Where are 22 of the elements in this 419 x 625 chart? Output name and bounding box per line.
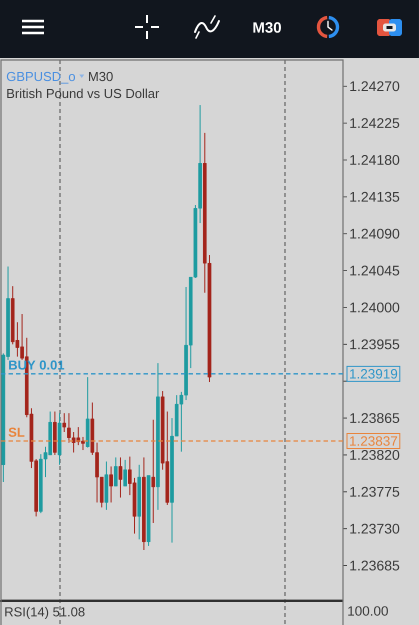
- text: RSI(14) 51.08: [5, 606, 85, 620]
- y-tick-label: 1.23820: [350, 450, 400, 460]
- text: British Pound vs US Dollar: [7, 88, 160, 98]
- text: GBPUSD_o: [6, 72, 76, 84]
- ref-line-label: SL: [8, 428, 24, 437]
- y-tick-label: 1.24000: [350, 302, 400, 312]
- y-tick-label: 1.24090: [350, 228, 400, 239]
- y-tick-label: 1.23865: [350, 413, 400, 424]
- y-tick-label: 1.23730: [350, 524, 400, 534]
- y-tick-label: 1.24180: [350, 155, 400, 165]
- text: 1.23837: [350, 436, 398, 446]
- y-tick-label: 1.23955: [350, 339, 400, 350]
- y-tick-label: 1.24225: [350, 118, 400, 128]
- text: 100.00: [348, 606, 388, 616]
- y-tick-label: 1.24270: [350, 81, 400, 92]
- y-tick-label: 1.24135: [350, 192, 400, 202]
- text: 1.23919: [350, 369, 398, 379]
- y-tick-label: 1.23775: [350, 486, 400, 497]
- text: M30: [253, 22, 281, 33]
- annotation: M30: [89, 72, 113, 82]
- y-tick-label: 1.23685: [350, 560, 400, 571]
- y-tick-label: 1.24045: [350, 266, 400, 276]
